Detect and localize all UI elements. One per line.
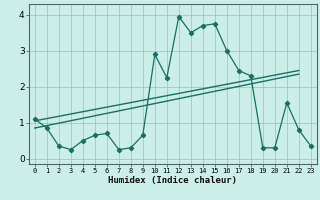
X-axis label: Humidex (Indice chaleur): Humidex (Indice chaleur) — [108, 176, 237, 185]
